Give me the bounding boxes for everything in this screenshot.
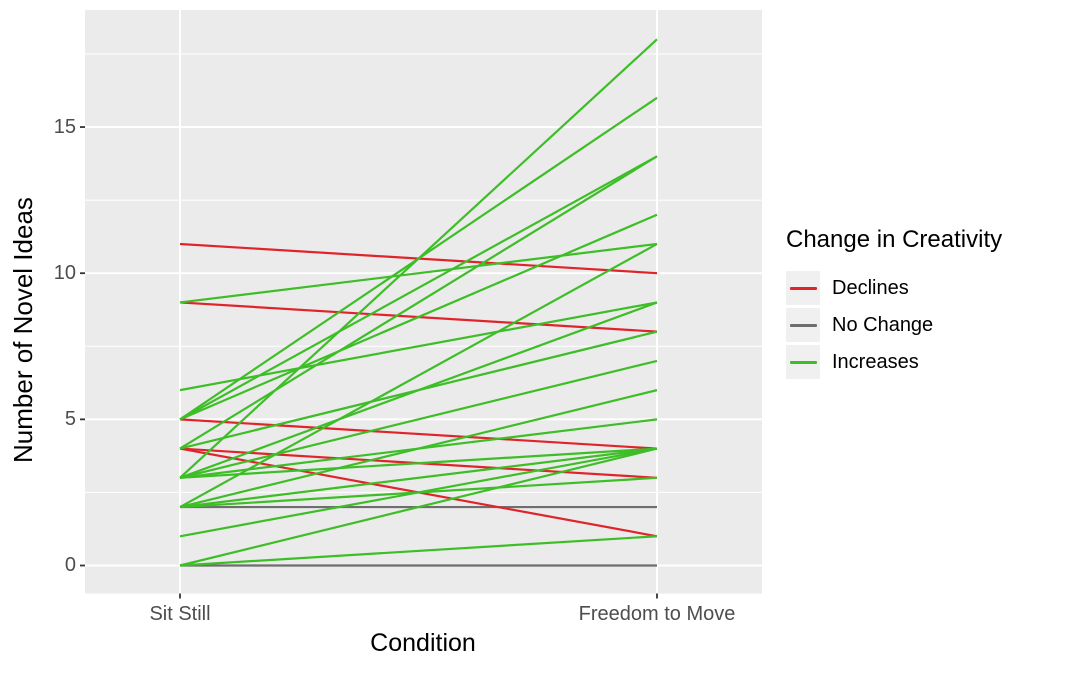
legend: Change in Creativity Declines No Change …	[786, 226, 1086, 382]
legend-label-no-change: No Change	[832, 314, 934, 336]
declines-line-swatch-icon	[789, 286, 817, 290]
legend-label-increases: Increases	[832, 351, 919, 373]
y-tick-label-5: 5	[64, 408, 76, 430]
y-tick-label-10: 10	[53, 262, 76, 284]
x-tick-label-freedom-to-move: Freedom to Move	[578, 603, 736, 625]
legend-label-declines: Declines	[832, 277, 909, 299]
legend-entry-no-change: No Change	[786, 308, 1086, 342]
increases-line-swatch-icon	[789, 360, 817, 364]
legend-title: Change in Creativity	[786, 226, 1003, 253]
x-tick-label-sit-still: Sit Still	[149, 603, 211, 625]
y-tick-label-0: 0	[64, 554, 76, 576]
legend-entry-declines: Declines	[786, 271, 1086, 305]
x-axis-title: Condition	[370, 629, 476, 657]
y-axis-title: Number of Novel Ideas	[8, 197, 38, 463]
legend-key-increases	[786, 345, 820, 379]
legend-key-declines	[786, 271, 820, 305]
legend-entry-increases: Increases	[786, 345, 1086, 379]
no-change-line-swatch-icon	[789, 323, 817, 327]
legend-key-no-change	[786, 308, 820, 342]
y-tick-label-15: 15	[53, 116, 76, 138]
